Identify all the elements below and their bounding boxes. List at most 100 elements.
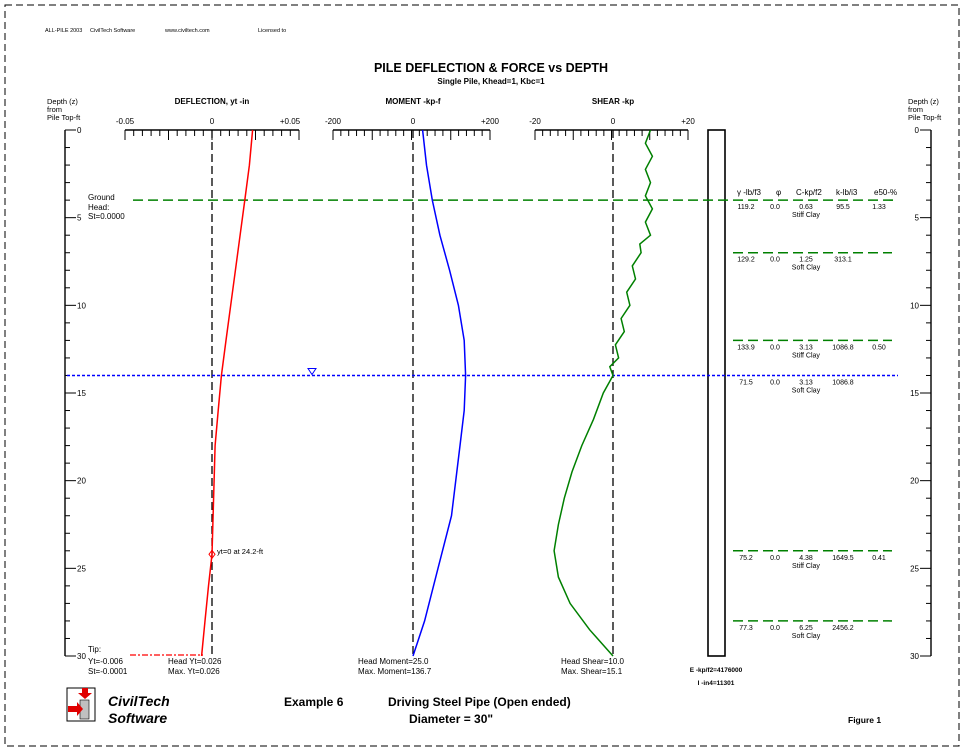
pile-e-value: E -kp/f2=4176000 [690,667,743,674]
depth-label-left-1: Depth (z) [47,97,78,106]
soil-k-value: 313.1 [834,257,852,264]
deflection-tick-zero: 0 [210,117,215,126]
pile-i-value: I -in4=11301 [698,680,735,687]
depth-tick-label-right: 25 [910,564,919,573]
depth-label-left-3: Pile Top-ft [47,113,81,122]
deflection-head-value: Head Yt=0.026 [168,657,222,666]
depth-tick-label-left: 30 [77,652,86,661]
depth-tick-label-left: 10 [77,301,86,310]
depth-tick-label-left: 20 [77,477,86,486]
water-table-icon [307,367,317,376]
shear-head-value: Head Shear=10.0 [561,657,624,666]
depth-tick-label-right: 15 [910,389,919,398]
soil-k-value: 1649.5 [832,555,854,562]
chart-title: PILE DEFLECTION & FORCE vs DEPTH [374,61,608,75]
header-url: www.civiltech.com [164,28,210,34]
depth-tick-label-right: 20 [910,477,919,486]
depth-tick-label-right: 0 [915,126,920,135]
curves-layer [130,129,654,657]
logo-text-2: Software [108,710,167,726]
header-app: ALL-PILE 2003 [45,28,82,34]
logo-text-1: CivilTech [108,693,170,709]
soil-type-label: Soft Clay [792,387,821,394]
soil-header-k: k-lb/i3 [836,188,858,197]
figure-label: Figure 1 [848,715,881,725]
soil-gamma-value: 71.5 [739,379,753,386]
soil-header-c: C-kp/f2 [796,188,822,197]
example-desc-1: Driving Steel Pipe (Open ended) [388,695,571,709]
shear-curve [553,129,654,657]
soil-c-value: 4.38 [799,555,813,562]
shear-tick-zero: 0 [611,117,616,126]
soil-table: γ -lb/f3 φ C-kp/f2 k-lb/i3 e50-% 119.2 0.… [737,188,897,640]
soil-gamma-value: 75.2 [739,555,753,562]
soil-gamma-value: 77.3 [739,625,753,632]
soil-e50-value: 0.41 [872,555,886,562]
soil-type-label: Soft Clay [792,633,821,640]
depth-label-right-1: Depth (z) [908,97,939,106]
soil-type-label: Stiff Clay [792,352,820,359]
soil-k-value: 1086.8 [832,379,854,386]
depth-tick-label-left: 5 [77,214,82,223]
soil-k-value: 95.5 [836,204,850,211]
depth-tick-label-left: 25 [77,564,86,573]
soil-gamma-value: 119.2 [738,204,755,211]
soil-header-e50: e50-% [874,188,897,197]
ground-label: Ground [88,193,115,202]
tip-st: St=-0.0001 [88,667,128,676]
moment-head-value: Head Moment=25.0 [358,657,429,666]
soil-type-label: Stiff Clay [792,212,820,219]
moment-tick-pos: +200 [481,117,500,126]
shear-tick-neg: -20 [529,117,541,126]
soil-phi-value: 0.0 [770,379,780,386]
depth-label-right-3: Pile Top-ft [908,113,942,122]
soil-phi-value: 0.0 [770,555,780,562]
shear-tick-pos: +20 [681,117,695,126]
soil-c-value: 3.13 [799,379,813,386]
ground-head-label: Head: [88,203,109,212]
soil-phi-value: 0.0 [770,257,780,264]
pile-shape [707,129,726,657]
deflection-curve [200,129,254,657]
soil-header-gamma: γ -lb/f3 [737,188,762,197]
soil-e50-value: 1.33 [872,204,886,211]
soil-phi-value: 0.0 [770,204,780,211]
soil-type-label: Stiff Clay [792,563,820,570]
soil-header-phi: φ [776,188,781,197]
zero-deflection-marker [208,549,216,560]
moment-curve [412,129,467,657]
ground-st-value: St=0.0000 [88,212,125,221]
tip-label: Tip: [88,645,101,654]
depth-tick-label-left: 0 [77,126,82,135]
deflection-tick-neg: -0.05 [116,117,135,126]
example-label: Example 6 [284,695,344,709]
deflection-tick-pos: +0.05 [280,117,301,126]
depth-tick-label-left: 15 [77,389,86,398]
depth-label-left-2: from [47,105,62,114]
soil-k-value: 2456.2 [832,625,854,632]
axes-layer: 0 5 10 15 20 25 30 0 5 10 15 20 25 30 [64,126,932,661]
chart-subtitle: Single Pile, Khead=1, Kbc=1 [437,77,545,86]
header-licensed: Licensed to [258,28,286,34]
moment-tick-neg: -200 [325,117,342,126]
example-desc-2: Diameter = 30" [409,712,493,726]
depth-tick-label-right: 30 [910,652,919,661]
soil-c-value: 0.63 [799,204,813,211]
soil-gamma-value: 129.2 [737,257,755,264]
moment-title: MOMENT -kp-f [385,97,440,106]
civiltech-logo-icon [66,687,96,722]
depth-label-right-2: from [908,105,923,114]
soil-phi-value: 0.0 [770,344,780,351]
header-company: CivilTech Software [90,28,135,34]
tip-yt: Yt=-0.006 [88,657,123,666]
moment-max-value: Max. Moment=136.7 [358,667,432,676]
soil-k-value: 1086.8 [832,344,854,351]
soil-c-value: 1.25 [799,257,813,264]
soil-gamma-value: 133.9 [737,344,755,351]
deflection-max-value: Max. Yt=0.026 [168,667,220,676]
deflection-title: DEFLECTION, yt -in [175,97,250,106]
soil-type-label: Soft Clay [792,265,821,272]
page-border [4,4,960,747]
shear-max-value: Max. Shear=15.1 [561,667,623,676]
shear-title: SHEAR -kp [592,97,634,106]
